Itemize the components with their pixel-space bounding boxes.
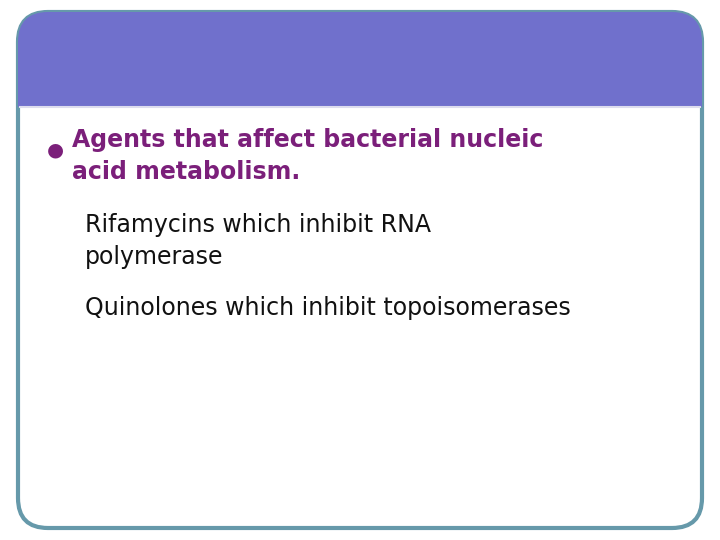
- Text: Rifamycins which inhibit RNA: Rifamycins which inhibit RNA: [85, 213, 431, 237]
- Text: acid metabolism.: acid metabolism.: [72, 160, 300, 184]
- FancyBboxPatch shape: [18, 12, 702, 528]
- Text: Quinolones which inhibit topoisomerases: Quinolones which inhibit topoisomerases: [85, 296, 571, 320]
- Text: polymerase: polymerase: [85, 245, 223, 269]
- Bar: [18, 59, 702, 107]
- Text: ●: ●: [47, 140, 63, 159]
- FancyBboxPatch shape: [18, 12, 702, 107]
- Text: Agents that affect bacterial nucleic: Agents that affect bacterial nucleic: [72, 128, 544, 152]
